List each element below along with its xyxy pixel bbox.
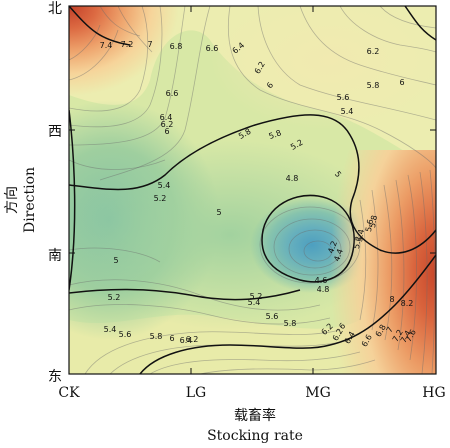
contour-label: 8	[389, 295, 394, 304]
contour-label: 5.8	[367, 81, 380, 90]
contour-label: 5.4	[341, 107, 354, 116]
contour-label: 5.8	[284, 319, 297, 328]
x-tick-label: CK	[58, 385, 80, 401]
contour-label: 6.2	[367, 47, 380, 56]
contour-label: 4.2	[326, 240, 339, 255]
contour-label: 7	[385, 325, 395, 334]
contour-label: 5.8	[268, 128, 283, 141]
x-axis	[68, 6, 437, 374]
y-tick-label: 北	[48, 1, 62, 17]
contour-6-4-ne	[69, 6, 131, 46]
bottom-right-hot-region	[330, 150, 436, 374]
contour-label: 6	[337, 321, 347, 331]
y-tick-label: 南	[48, 248, 62, 264]
contour-label: 6	[265, 81, 275, 91]
contour-label: 6.8	[170, 42, 183, 51]
y-axis-title-en: Direction	[22, 167, 38, 233]
contour-label: 6	[399, 78, 404, 87]
plot-frame	[68, 5, 437, 375]
contour-label: 7	[147, 40, 152, 49]
contour-label: 5.4	[104, 325, 117, 334]
contour-label: 5	[113, 256, 118, 265]
contour-label: 5.6	[266, 312, 279, 321]
contour-label: 5.8	[368, 215, 379, 229]
contour-6-4-south	[139, 254, 436, 374]
contour-label: 5.8	[150, 332, 163, 341]
contour-label: 5.4	[158, 181, 171, 190]
x-tick-label: MG	[305, 385, 331, 401]
x-axis-title-en: Stocking rate	[207, 428, 303, 444]
contour-label: 5.6	[337, 93, 350, 102]
y-tick-label: 西	[48, 124, 62, 140]
plot-area: 7.4 7.2 7 6.8 6.6 6.46.266.265.86.66.46.26 5.8…	[69, 6, 436, 374]
y-axis-title-cn: 方向	[4, 186, 20, 214]
contour-label: 6.4	[180, 336, 193, 345]
contour-low-mg	[261, 194, 355, 283]
contour-5-left	[69, 109, 76, 291]
contour-label: 6.4	[160, 113, 173, 122]
contour-label: 5.2	[250, 292, 263, 301]
contour-label: 5.2	[108, 293, 121, 302]
contour-label: 5	[333, 170, 343, 180]
x-tick-label: LG	[186, 385, 206, 401]
contour-label: 4.8	[286, 174, 299, 183]
contour-5-4-south	[69, 288, 301, 301]
contour-label: 8.2	[401, 299, 414, 308]
contour-label: 5.4	[355, 229, 366, 243]
contour-label: 6	[169, 334, 174, 343]
contour-label: 6.2	[161, 120, 174, 129]
y-tick-label: 东	[48, 369, 62, 385]
contour-5-4-north	[69, 114, 436, 254]
contour-br-upper	[404, 6, 436, 41]
contour-label: 6	[164, 127, 169, 136]
contour-label: 4.8	[317, 285, 330, 294]
major-contours	[69, 6, 436, 374]
contour-label: 7.4	[100, 41, 113, 50]
ne-light-region	[210, 6, 436, 130]
contour-labels: 7.4 7.2 7 6.8 6.6 6.46.266.265.86.66.46.26 5.8…	[100, 40, 418, 349]
contour-label: 5	[216, 208, 221, 217]
x-axis-title-cn: 载畜率	[234, 407, 276, 424]
contour-label: 6.6	[206, 44, 219, 53]
contour-label: 4.4	[332, 248, 345, 263]
contour-label: 5.6	[119, 330, 132, 339]
minor-contours	[69, 6, 436, 374]
contour-label: 6.2	[186, 335, 199, 344]
contour-label: 5.4	[248, 298, 261, 307]
contour-label: 7.2	[121, 40, 134, 49]
contour-label: 5.2	[352, 236, 363, 250]
contour-label: 5.6	[364, 219, 375, 233]
contour-label: 6.6	[166, 89, 179, 98]
contour-label: 4.6	[315, 276, 328, 285]
x-tick-label: HG	[422, 385, 445, 401]
top-left-hot-region	[69, 6, 179, 96]
y-axis	[69, 5, 436, 375]
contour-label: 5.2	[154, 194, 167, 203]
